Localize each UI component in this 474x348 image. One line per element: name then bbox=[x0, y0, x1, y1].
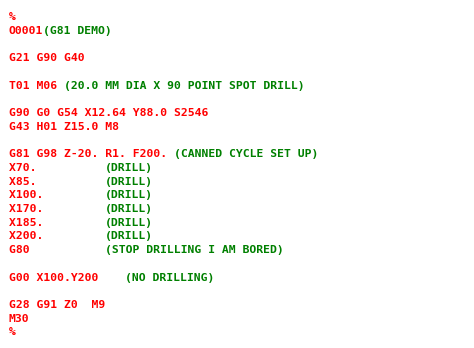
Text: G43 H01 Z15.0 M8: G43 H01 Z15.0 M8 bbox=[9, 122, 118, 132]
Text: G00 X100.Y200: G00 X100.Y200 bbox=[9, 272, 126, 283]
Text: G90 G0 G54 X12.64 Y88.0 S2546: G90 G0 G54 X12.64 Y88.0 S2546 bbox=[9, 108, 208, 118]
Text: X200.: X200. bbox=[9, 231, 105, 242]
Text: %: % bbox=[9, 12, 16, 22]
Text: (DRILL): (DRILL) bbox=[105, 218, 153, 228]
Text: M30: M30 bbox=[9, 314, 29, 324]
Text: O0001: O0001 bbox=[9, 26, 43, 36]
Text: (STOP DRILLING I AM BORED): (STOP DRILLING I AM BORED) bbox=[105, 245, 283, 255]
Text: (CANNED CYCLE SET UP): (CANNED CYCLE SET UP) bbox=[173, 149, 318, 159]
Text: (DRILL): (DRILL) bbox=[105, 231, 153, 242]
Text: X70.: X70. bbox=[9, 163, 105, 173]
Text: G28 G91 Z0  M9: G28 G91 Z0 M9 bbox=[9, 300, 105, 310]
Text: (NO DRILLING): (NO DRILLING) bbox=[126, 272, 215, 283]
Text: X85.: X85. bbox=[9, 177, 105, 187]
Text: (DRILL): (DRILL) bbox=[105, 163, 153, 173]
Text: (DRILL): (DRILL) bbox=[105, 177, 153, 187]
Text: G80: G80 bbox=[9, 245, 105, 255]
Text: T01 M06: T01 M06 bbox=[9, 81, 64, 91]
Text: %: % bbox=[9, 327, 16, 338]
Text: G21 G90 G40: G21 G90 G40 bbox=[9, 53, 84, 63]
Text: X100.: X100. bbox=[9, 190, 105, 200]
Text: (G81 DEMO): (G81 DEMO) bbox=[43, 26, 112, 36]
Text: X185.: X185. bbox=[9, 218, 105, 228]
Text: G81 G98 Z-20. R1. F200.: G81 G98 Z-20. R1. F200. bbox=[9, 149, 173, 159]
Text: X170.: X170. bbox=[9, 204, 105, 214]
Text: (20.0 MM DIA X 90 POINT SPOT DRILL): (20.0 MM DIA X 90 POINT SPOT DRILL) bbox=[64, 81, 304, 91]
Text: (DRILL): (DRILL) bbox=[105, 204, 153, 214]
Text: (DRILL): (DRILL) bbox=[105, 190, 153, 200]
